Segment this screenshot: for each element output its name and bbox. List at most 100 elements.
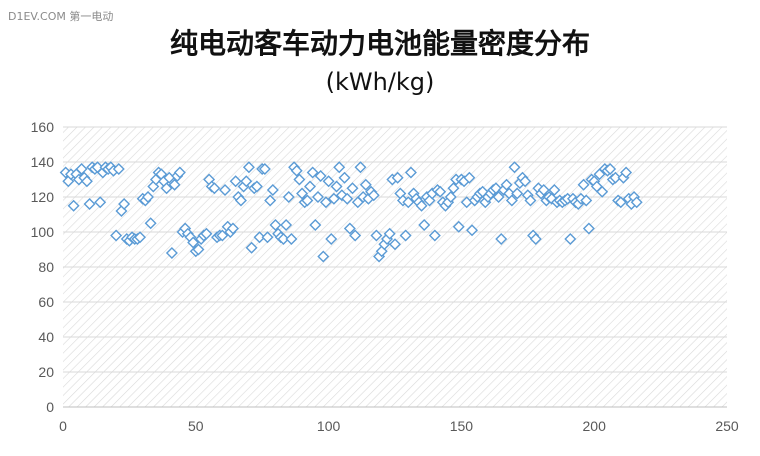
data-point [187,236,200,249]
data-point [80,175,93,188]
data-point [452,220,465,233]
data-point [142,191,154,203]
y-tick-label: 0 [46,399,54,415]
data-point [415,199,428,212]
data-point [399,229,412,242]
data-point [508,161,521,174]
chart-subtitle: (kWh/kg) [325,68,435,96]
y-tick-label: 120 [31,189,55,205]
data-point [311,191,324,203]
data-point [489,182,502,195]
data-point [330,180,343,193]
data-point [296,187,309,200]
data-point [285,233,298,245]
data-point [354,161,367,174]
data-point [242,161,255,174]
data-point [577,178,590,191]
data-point [582,222,595,235]
data-point [234,194,247,207]
data-point [118,198,131,210]
data-point [327,192,340,205]
data-point [134,231,147,244]
data-point [444,191,457,203]
x-tick-label: 150 [450,418,474,434]
data-point [614,196,627,209]
x-tick-label: 200 [583,418,607,434]
data-point [447,182,460,195]
data-point [492,191,505,203]
data-point [341,192,354,205]
data-point [500,178,513,191]
data-point [548,184,561,196]
data-point [322,175,335,188]
watermark: D1EV.COM 第一电动 [8,10,114,23]
data-point [343,222,356,235]
y-tick-label: 60 [38,294,54,310]
data-point [94,196,107,209]
x-tick-label: 0 [59,418,67,434]
data-point [519,175,532,188]
data-point [112,163,125,175]
data-point [219,184,232,196]
data-point [250,180,263,193]
data-point [304,180,316,193]
data-point [168,178,181,191]
data-point [404,166,417,179]
data-point [266,184,279,196]
data-point [75,163,88,175]
data-point [325,233,338,245]
x-tick-label: 50 [188,418,204,434]
data-point [319,196,332,209]
data-point [290,164,303,177]
data-point [269,219,282,231]
data-point [282,191,295,203]
data-point [596,185,609,198]
x-tick-label: 100 [317,418,341,434]
data-point [306,166,319,179]
data-point [200,227,213,240]
y-tick-label: 20 [38,364,54,380]
data-point [301,194,314,207]
data-point [293,173,306,186]
data-point [511,187,524,200]
data-point [537,184,550,196]
data-point [524,194,537,207]
data-point [383,227,396,240]
data-point [564,233,577,245]
data-point [226,222,239,235]
data-point [208,182,221,195]
data-point [367,189,380,202]
data-point [240,175,253,188]
y-tick-label: 140 [31,154,55,170]
y-tick-label: 160 [31,119,55,135]
data-point [67,199,80,212]
data-point [309,219,322,231]
data-point [346,182,359,195]
data-point [402,196,415,209]
y-tick-label: 40 [38,329,54,345]
data-point [317,250,330,263]
data-point [609,171,622,184]
data-point [434,185,447,198]
data-point [110,229,123,242]
data-point [389,238,401,251]
data-point [160,182,173,195]
data-point [261,231,274,244]
axes: 0 20 40 60 80 100 120 140 160 0 50 100 150 200 250 [31,119,739,434]
data-point [314,170,327,182]
chart-title: 纯电动客车动力电池能量密度分布 [169,27,590,60]
data-point [173,166,186,179]
data-point [83,198,96,210]
data-point [428,229,441,242]
data-point [620,166,633,179]
data-point [253,231,266,244]
data-point [370,229,383,242]
data-point [333,161,346,174]
data-points [59,161,643,263]
data-point [495,233,508,245]
data-point [359,178,372,191]
data-point [338,171,351,184]
data-point [630,196,643,209]
data-point [258,163,271,175]
